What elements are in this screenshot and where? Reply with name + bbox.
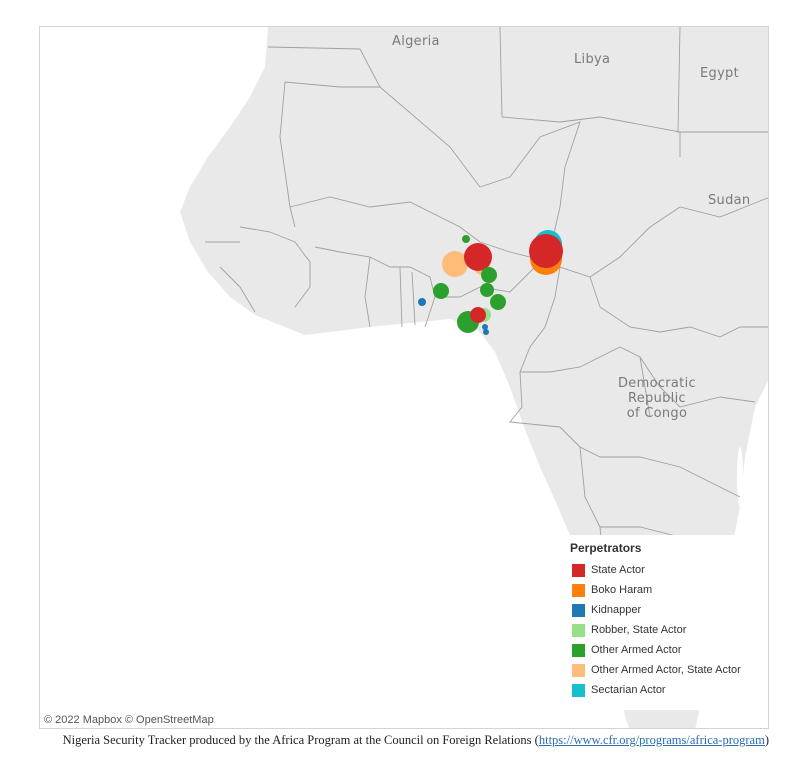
caption-closing: ) — [764, 733, 769, 747]
marker-state-actor[interactable] — [464, 243, 492, 271]
legend-label: Other Armed Actor, State Actor — [591, 664, 741, 676]
legend-label: Robber, State Actor — [591, 624, 687, 636]
legend-item[interactable]: Robber, State Actor — [570, 620, 746, 640]
legend-swatch — [572, 683, 585, 697]
legend: Perpetrators State Actor Boko Haram Kidnap… — [567, 535, 746, 710]
legend-label: Other Armed Actor — [591, 644, 682, 656]
marker-other-armed-actor[interactable] — [433, 283, 449, 299]
drc-label-line-3: of Congo — [626, 406, 688, 421]
incident-markers — [418, 230, 563, 335]
legend-label: State Actor — [591, 564, 645, 576]
country-label-egypt: Egypt — [700, 66, 740, 81]
marker-other-armed-actor[interactable] — [490, 294, 506, 310]
legend-swatch — [572, 563, 585, 577]
country-label-algeria: Algeria — [392, 34, 440, 49]
lake-tanganyika — [737, 447, 743, 507]
lake-victoria — [754, 412, 768, 432]
legend-items: State Actor Boko Haram Kidnapper Robber, St… — [570, 560, 746, 700]
marker-other-armed-state[interactable] — [442, 251, 468, 277]
legend-swatch — [572, 603, 585, 617]
legend-swatch — [572, 643, 585, 657]
legend-swatch — [572, 663, 585, 677]
caption-text: Nigeria Security Tracker produced by the… — [62, 733, 539, 747]
drc-label-line-2: Republic — [627, 391, 686, 406]
marker-kidnapper[interactable] — [482, 324, 488, 330]
legend-label: Boko Haram — [591, 584, 653, 596]
marker-other-armed-actor[interactable] — [481, 267, 497, 283]
marker-state-actor[interactable] — [529, 234, 563, 268]
legend-label: Kidnapper — [591, 604, 642, 616]
caption: Nigeria Security Tracker produced by the… — [49, 733, 769, 747]
legend-item[interactable]: Boko Haram — [570, 580, 746, 600]
legend-item[interactable]: Sectarian Actor — [570, 680, 746, 700]
legend-swatch — [572, 623, 585, 637]
legend-label: Sectarian Actor — [591, 684, 666, 696]
marker-state-actor[interactable] — [470, 307, 486, 323]
legend-item[interactable]: State Actor — [570, 560, 746, 580]
marker-other-armed-actor[interactable] — [462, 235, 470, 243]
legend-item[interactable]: Other Armed Actor — [570, 640, 746, 660]
marker-other-armed-actor[interactable] — [480, 283, 494, 297]
country-label-libya: Libya — [574, 52, 611, 67]
map-attribution[interactable]: © 2022 Mapbox © OpenStreetMap — [44, 714, 214, 726]
drc-label-line-1: Democratic — [618, 376, 696, 391]
legend-item[interactable]: Kidnapper — [570, 600, 746, 620]
country-label-sudan: Sudan — [708, 193, 751, 208]
caption-link[interactable]: https://www.cfr.org/programs/africa-prog… — [538, 733, 765, 747]
legend-item[interactable]: Other Armed Actor, State Actor — [570, 660, 746, 680]
map-view[interactable]: Algeria Libya Egypt Sudan Democratic Rep… — [39, 26, 769, 729]
country-label-drc: Democratic Republic of Congo — [618, 376, 696, 421]
marker-kidnapper[interactable] — [418, 298, 426, 306]
legend-title: Perpetrators — [570, 541, 642, 555]
legend-swatch — [572, 583, 585, 597]
marker-kidnapper[interactable] — [483, 329, 489, 335]
